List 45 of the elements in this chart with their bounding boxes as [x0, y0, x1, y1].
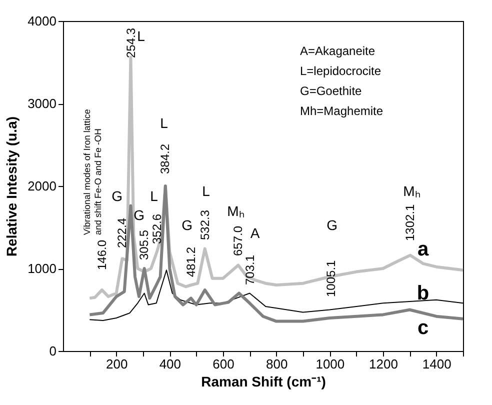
series-label: c: [417, 316, 429, 339]
annotation: 146.0: [95, 240, 109, 270]
annotation: G: [112, 188, 122, 204]
annotation: A=Akaganeite: [300, 44, 376, 58]
annotation: 222.4: [115, 218, 129, 248]
y-tick-label: 0: [49, 344, 56, 358]
annotation: Mₕ: [403, 183, 421, 199]
x-tick-label: 1400: [422, 356, 452, 372]
y-tick-label: 3000: [28, 96, 56, 111]
annotation: Vibrational modes of Iron lattice and shift Fe-O and Fe -OH: [82, 109, 103, 235]
annotation: 1005.1: [324, 260, 338, 297]
x-tick-label: 600: [212, 356, 234, 372]
annotation: 1302.1: [403, 204, 417, 241]
x-tick-label: 800: [266, 356, 288, 372]
y-tick-label: 1000: [28, 261, 56, 276]
x-tick-label: 200: [106, 356, 128, 372]
annotation: A: [250, 225, 260, 241]
annotation: G: [134, 207, 144, 223]
annotation: 532.3: [198, 210, 212, 240]
x-tick-label: 1200: [369, 356, 398, 372]
annotation: Mₕ: [227, 203, 245, 219]
x-axis-title: Raman Shift (cm⁻¹): [201, 374, 326, 390]
annotation: L=lepidocrocite: [300, 64, 382, 78]
y-axis-title: Relative Intesity (u.a): [4, 116, 20, 257]
annotation: 352.6: [150, 214, 164, 244]
annotation: G: [182, 217, 192, 233]
y-tick-label: 4000: [28, 14, 56, 28]
annotation: G: [326, 217, 338, 233]
series-label: b: [416, 282, 430, 304]
series-label: a: [417, 238, 430, 261]
annotation: Mh=Maghemite: [300, 104, 384, 118]
annotation: 305.5: [137, 230, 151, 260]
annotation: L: [202, 183, 210, 199]
x-tick-label: 1000: [316, 356, 345, 372]
annotation: L: [137, 28, 146, 44]
annotation: 703.1: [243, 254, 257, 285]
annotation: 254.3: [124, 28, 138, 58]
annotation: G=Goethite: [300, 84, 362, 98]
annotation: 384.2: [158, 144, 172, 174]
x-tick-label: 400: [159, 356, 182, 372]
annotation: L: [150, 188, 158, 204]
annotation: 657.0: [231, 226, 245, 256]
y-tick-label: 2000: [28, 178, 56, 194]
annotation: L: [160, 115, 168, 131]
annotation: 481.2: [184, 246, 198, 277]
